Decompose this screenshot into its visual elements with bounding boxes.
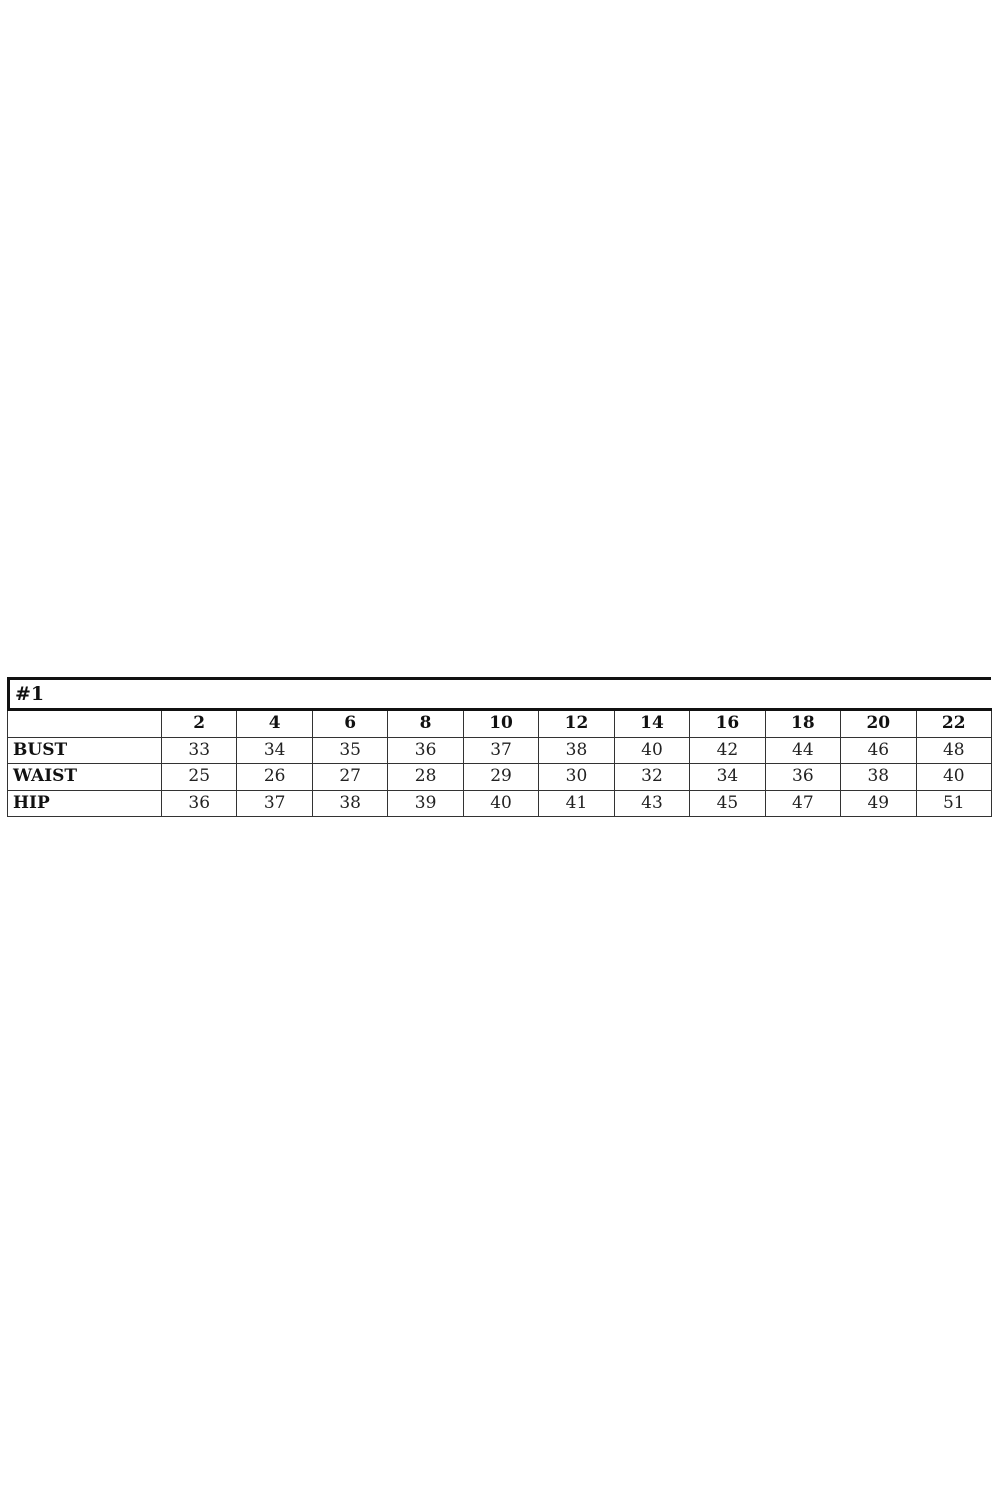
measurement-cell: 38	[311, 789, 389, 817]
measurement-cell: 29	[462, 763, 540, 791]
header-row: 2 4 6 8 10 12 14 16 18 20 22	[7, 708, 993, 738]
row-label: HIP	[7, 789, 162, 817]
measurement-cell: 33	[160, 736, 238, 764]
measurement-cell: 42	[689, 736, 766, 764]
size-header-cell: 20	[840, 708, 917, 738]
measurement-cell: 30	[538, 763, 615, 791]
measurement-cell: 40	[915, 763, 993, 791]
measurement-cell: 43	[613, 789, 691, 817]
measurement-cell: 44	[764, 736, 842, 764]
size-header-cell: 8	[387, 708, 464, 738]
size-header-cell: 10	[462, 708, 540, 738]
measurement-cell: 38	[840, 763, 917, 791]
measurement-cell: 51	[915, 789, 993, 817]
measurement-cell: 26	[236, 763, 313, 791]
table-row: HIP 36 37 38 39 40 41 43 45 47 49 51	[7, 789, 993, 817]
measurement-cell: 38	[538, 736, 615, 764]
size-header-cell: 2	[160, 708, 238, 738]
size-chart-table: 2 4 6 8 10 12 14 16 18 20 22 BUST 33 34 35 36 37 38 40 42 44…	[7, 708, 993, 817]
measurement-cell: 49	[840, 789, 917, 817]
measurement-cell: 39	[387, 789, 464, 817]
measurement-cell: 40	[613, 736, 691, 764]
measurement-cell: 40	[462, 789, 540, 817]
row-label: BUST	[7, 736, 162, 764]
measurement-cell: 46	[840, 736, 917, 764]
measurement-cell: 37	[462, 736, 540, 764]
table-row: BUST 33 34 35 36 37 38 40 42 44 46 48	[7, 736, 993, 764]
measurement-cell: 34	[236, 736, 313, 764]
size-header-cell: 16	[689, 708, 766, 738]
measurement-cell: 28	[387, 763, 464, 791]
measurement-cell: 36	[387, 736, 464, 764]
measurement-cell: 32	[613, 763, 691, 791]
size-header-cell: 6	[311, 708, 389, 738]
table-row: WAIST 25 26 27 28 29 30 32 34 36 38 40	[7, 763, 993, 791]
measurement-cell: 34	[689, 763, 766, 791]
size-header-cell: 22	[915, 708, 993, 738]
row-label: WAIST	[7, 763, 162, 791]
measurement-cell: 27	[311, 763, 389, 791]
measurement-cell: 47	[764, 789, 842, 817]
table-title: #1	[15, 683, 45, 705]
measurement-cell: 48	[915, 736, 993, 764]
size-header-cell: 4	[236, 708, 313, 738]
measurement-cell: 36	[764, 763, 842, 791]
measurement-cell: 35	[311, 736, 389, 764]
size-header-cell: 18	[764, 708, 842, 738]
measurement-cell: 25	[160, 763, 238, 791]
size-header-cell: 14	[613, 708, 691, 738]
measurement-cell: 36	[160, 789, 238, 817]
header-corner-cell	[7, 708, 162, 738]
size-header-cell: 12	[538, 708, 615, 738]
measurement-cell: 37	[236, 789, 313, 817]
measurement-cell: 45	[689, 789, 766, 817]
table-title-box: #1	[7, 677, 991, 708]
measurement-cell: 41	[538, 789, 615, 817]
